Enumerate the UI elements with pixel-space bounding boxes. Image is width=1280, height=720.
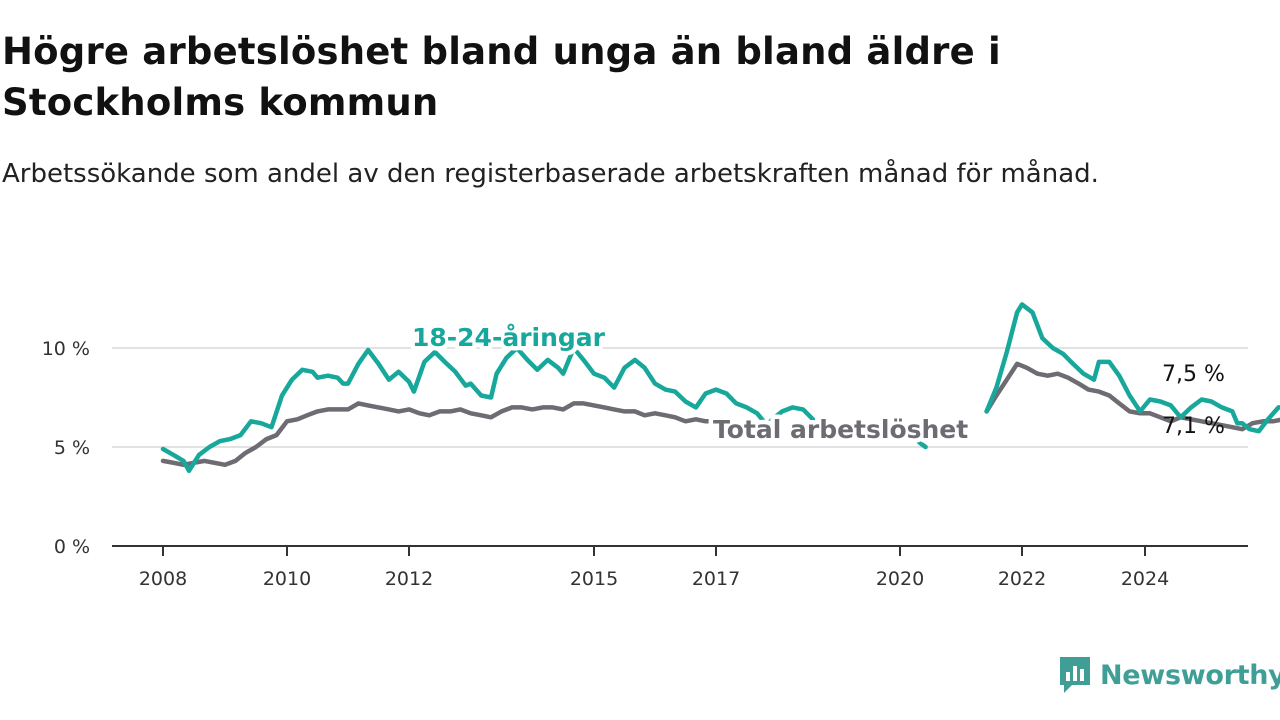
y-tick-label: 10 % [42, 338, 90, 360]
y-tick-label: 0 % [54, 536, 90, 558]
y-tick-label: 5 % [54, 437, 90, 459]
x-tick-label: 2020 [876, 568, 924, 590]
grid-layer [112, 347, 1248, 448]
x-tick-label: 2017 [692, 568, 740, 590]
x-tick-label: 2012 [385, 568, 433, 590]
end-value-total: 7,1 % [1162, 414, 1225, 439]
series-label-total: Total arbetslöshet [713, 415, 968, 444]
end-value-youth: 7,5 % [1162, 362, 1225, 387]
series-label-youth: 18-24-åringar [412, 323, 606, 352]
x-tick-label: 2015 [570, 568, 618, 590]
x-tick-label: 2010 [263, 568, 311, 590]
chart-title: Högre arbetslöshet bland unga än bland ä… [2, 30, 1001, 124]
series-line-total [984, 361, 1280, 432]
x-tick-label: 2024 [1121, 568, 1169, 590]
series-line-youth [877, 417, 928, 450]
series-label-total-halo: Total arbetslöshet [713, 415, 968, 444]
series-line-total [160, 401, 780, 468]
chart-subtitle: Arbetssökande som andel av den registerb… [2, 159, 1099, 189]
x-tick-label: 2008 [139, 568, 187, 590]
series-line-youth [160, 345, 816, 474]
series-layer [160, 302, 1280, 474]
newsworthy-logo-text: Newsworthy [1100, 659, 1280, 691]
series-label-youth-halo: 18-24-åringar [412, 323, 606, 352]
newsworthy-logo: Newsworthy [1058, 654, 1280, 696]
series-line-youth [984, 302, 1280, 434]
axis-layer: 0 % 5 % 10 % 2008 2010 2012 2015 2017 2020 2022 20… [42, 338, 1248, 590]
newsworthy-logo-icon [1060, 657, 1090, 693]
x-tick-label: 2022 [998, 568, 1046, 590]
